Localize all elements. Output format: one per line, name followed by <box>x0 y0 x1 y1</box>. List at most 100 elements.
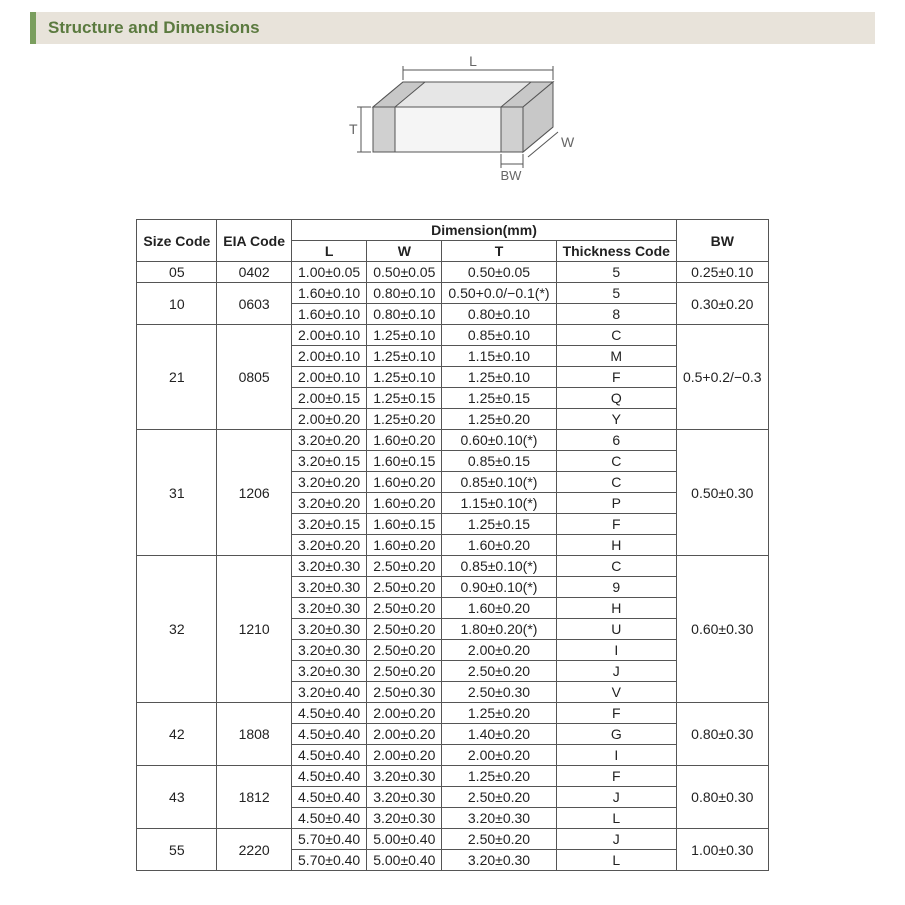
cell-L: 3.20±0.30 <box>292 556 367 577</box>
cell-W: 0.80±0.10 <box>367 304 442 325</box>
cell-W: 2.50±0.30 <box>367 682 442 703</box>
cell-eia-code: 1808 <box>217 703 292 766</box>
cell-W: 0.80±0.10 <box>367 283 442 304</box>
section-title: Structure and Dimensions <box>48 18 260 37</box>
cell-L: 4.50±0.40 <box>292 724 367 745</box>
cell-W: 1.25±0.10 <box>367 325 442 346</box>
cell-tc: Y <box>556 409 676 430</box>
cell-L: 3.20±0.15 <box>292 514 367 535</box>
col-thickness-code: Thickness Code <box>556 241 676 262</box>
cell-tc: I <box>556 745 676 766</box>
cell-T: 2.50±0.20 <box>442 661 556 682</box>
cell-L: 4.50±0.40 <box>292 745 367 766</box>
cell-T: 1.60±0.20 <box>442 598 556 619</box>
cell-W: 2.50±0.20 <box>367 556 442 577</box>
cell-T: 1.25±0.20 <box>442 703 556 724</box>
cell-L: 3.20±0.20 <box>292 535 367 556</box>
cell-tc: P <box>556 493 676 514</box>
table-row: 3112063.20±0.201.60±0.200.60±0.10(*)60.5… <box>137 430 768 451</box>
cell-tc: 5 <box>556 283 676 304</box>
cell-tc: G <box>556 724 676 745</box>
table-row: 4218084.50±0.402.00±0.201.25±0.20F0.80±0… <box>137 703 768 724</box>
cell-T: 0.85±0.15 <box>442 451 556 472</box>
cell-tc: 8 <box>556 304 676 325</box>
cell-T: 0.50±0.05 <box>442 262 556 283</box>
cell-L: 3.20±0.30 <box>292 598 367 619</box>
cell-T: 1.25±0.15 <box>442 514 556 535</box>
cell-W: 3.20±0.30 <box>367 808 442 829</box>
cell-size-code: 21 <box>137 325 217 430</box>
cell-tc: H <box>556 598 676 619</box>
cell-T: 1.15±0.10(*) <box>442 493 556 514</box>
cell-W: 3.20±0.30 <box>367 766 442 787</box>
cell-tc: 5 <box>556 262 676 283</box>
cell-L: 3.20±0.20 <box>292 472 367 493</box>
cell-W: 2.00±0.20 <box>367 703 442 724</box>
cell-L: 4.50±0.40 <box>292 808 367 829</box>
cell-tc: L <box>556 850 676 871</box>
cell-tc: L <box>556 808 676 829</box>
cell-T: 1.25±0.10 <box>442 367 556 388</box>
col-W: W <box>367 241 442 262</box>
cell-bw: 0.5+0.2/−0.3 <box>676 325 768 430</box>
cell-W: 5.00±0.40 <box>367 829 442 850</box>
cell-W: 1.60±0.20 <box>367 430 442 451</box>
cell-tc: M <box>556 346 676 367</box>
cell-L: 2.00±0.10 <box>292 325 367 346</box>
cell-bw: 0.80±0.30 <box>676 766 768 829</box>
cell-tc: J <box>556 661 676 682</box>
cell-W: 1.60±0.15 <box>367 514 442 535</box>
col-dimension: Dimension(mm) <box>292 220 677 241</box>
cell-T: 0.80±0.10 <box>442 304 556 325</box>
cell-T: 1.25±0.20 <box>442 766 556 787</box>
cell-size-code: 05 <box>137 262 217 283</box>
cell-W: 2.50±0.20 <box>367 598 442 619</box>
cell-size-code: 43 <box>137 766 217 829</box>
label-BW: BW <box>500 168 522 183</box>
cell-W: 2.00±0.20 <box>367 745 442 766</box>
table-row: 1006031.60±0.100.80±0.100.50+0.0/−0.1(*)… <box>137 283 768 304</box>
cell-eia-code: 0402 <box>217 262 292 283</box>
cell-L: 3.20±0.30 <box>292 577 367 598</box>
cell-bw: 0.25±0.10 <box>676 262 768 283</box>
cell-T: 1.25±0.15 <box>442 388 556 409</box>
cell-size-code: 42 <box>137 703 217 766</box>
cell-L: 2.00±0.10 <box>292 367 367 388</box>
cell-W: 2.50±0.20 <box>367 619 442 640</box>
dimensions-table: Size Code EIA Code Dimension(mm) BW L W … <box>136 219 768 871</box>
cell-eia-code: 1210 <box>217 556 292 703</box>
cell-tc: C <box>556 325 676 346</box>
cell-eia-code: 2220 <box>217 829 292 871</box>
cell-tc: H <box>556 535 676 556</box>
cell-tc: F <box>556 703 676 724</box>
cell-W: 2.50±0.20 <box>367 640 442 661</box>
cell-L: 2.00±0.15 <box>292 388 367 409</box>
cell-W: 1.60±0.20 <box>367 535 442 556</box>
cell-W: 0.50±0.05 <box>367 262 442 283</box>
table-row: 5522205.70±0.405.00±0.402.50±0.20J1.00±0… <box>137 829 768 850</box>
cell-size-code: 31 <box>137 430 217 556</box>
cell-T: 0.50+0.0/−0.1(*) <box>442 283 556 304</box>
cell-T: 2.50±0.30 <box>442 682 556 703</box>
cell-L: 2.00±0.10 <box>292 346 367 367</box>
cell-L: 3.20±0.20 <box>292 493 367 514</box>
cell-T: 1.25±0.20 <box>442 409 556 430</box>
col-size-code: Size Code <box>137 220 217 262</box>
cell-T: 1.60±0.20 <box>442 535 556 556</box>
cell-T: 1.80±0.20(*) <box>442 619 556 640</box>
cell-T: 2.50±0.20 <box>442 829 556 850</box>
cell-W: 1.25±0.10 <box>367 346 442 367</box>
cell-bw: 0.50±0.30 <box>676 430 768 556</box>
cell-tc: C <box>556 556 676 577</box>
cell-bw: 0.80±0.30 <box>676 703 768 766</box>
cell-tc: 9 <box>556 577 676 598</box>
cell-L: 3.20±0.30 <box>292 619 367 640</box>
cell-L: 2.00±0.20 <box>292 409 367 430</box>
cell-L: 4.50±0.40 <box>292 766 367 787</box>
cell-eia-code: 1206 <box>217 430 292 556</box>
cell-size-code: 55 <box>137 829 217 871</box>
cell-tc: J <box>556 787 676 808</box>
cell-tc: C <box>556 451 676 472</box>
col-T: T <box>442 241 556 262</box>
cell-W: 2.50±0.20 <box>367 661 442 682</box>
